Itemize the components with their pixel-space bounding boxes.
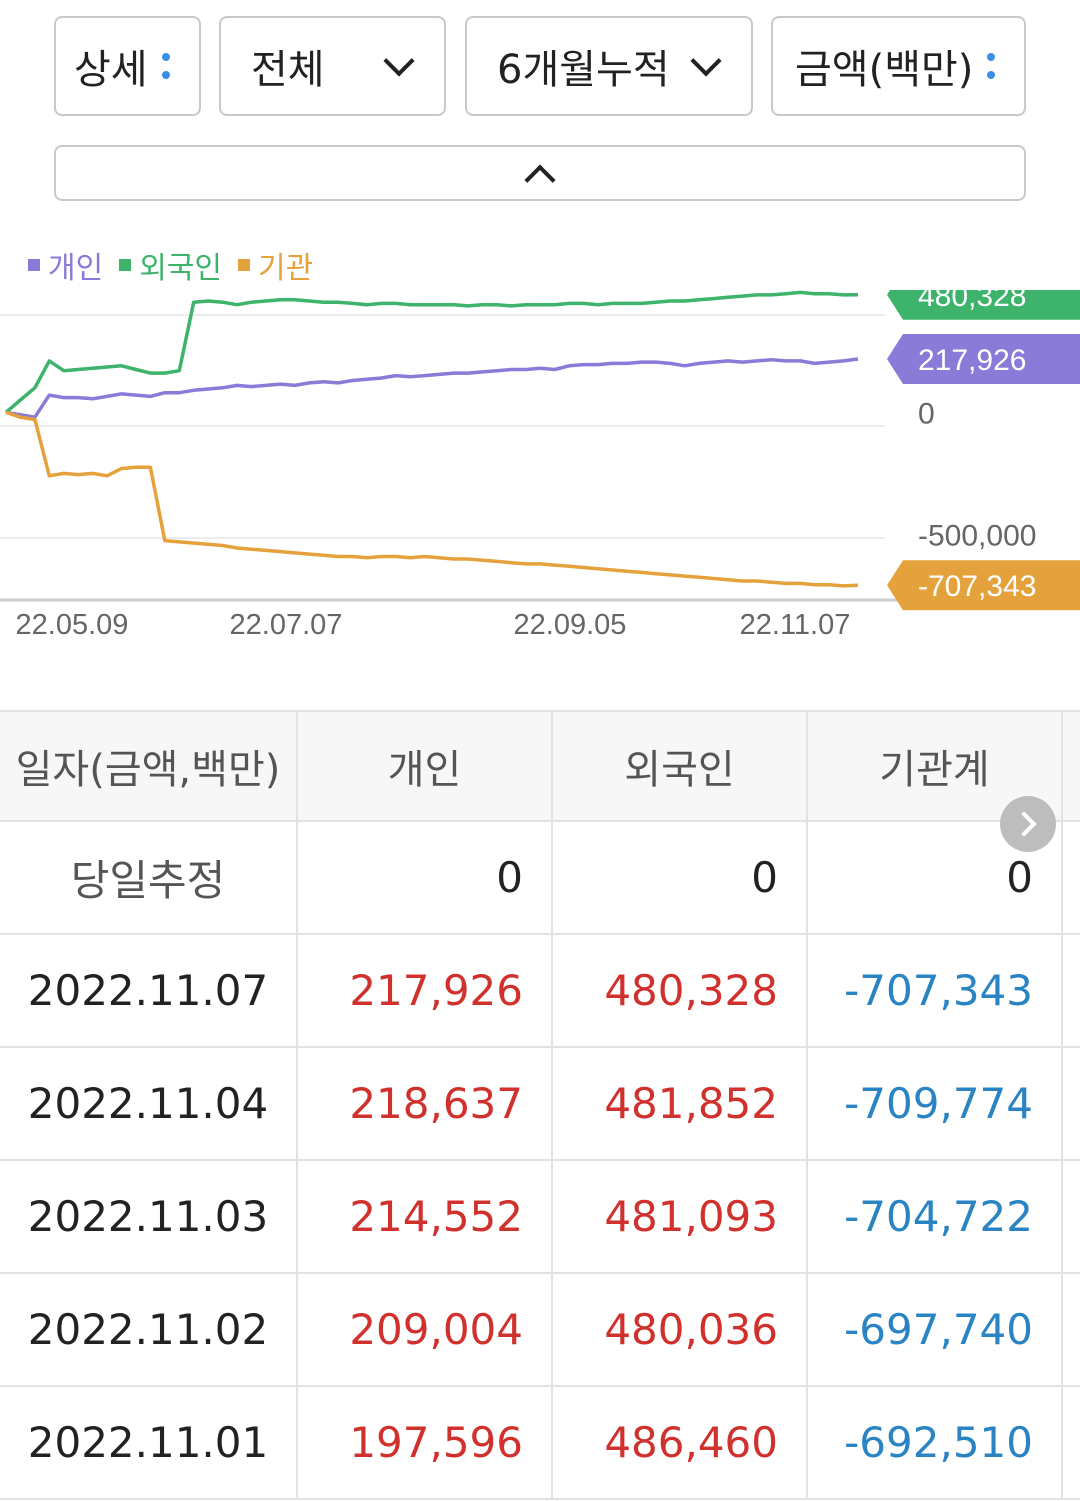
investor-trend-chart[interactable]: 0 -500,000 217,926 480,328 -707,343 22.05.0…	[0, 290, 1080, 650]
legend-swatch	[238, 259, 251, 271]
y-tick-label: 0	[918, 397, 935, 430]
row-date: 2022.11.04	[0, 1048, 298, 1159]
table-row: 2022.11.07 217,926 480,328 -707,343	[0, 935, 1080, 1048]
detail-menu-label: 상세	[74, 47, 148, 93]
filter-bar: 상세 전체 6개월누적 금액(백만)	[0, 0, 1080, 120]
estimate-institution: 0	[808, 822, 1063, 933]
row-institution: -697,740	[808, 1274, 1063, 1385]
scroll-right-button[interactable]	[1000, 796, 1056, 852]
row-foreign: 480,328	[553, 935, 808, 1046]
row-institution: -704,722	[808, 1161, 1063, 1272]
collapse-toggle-button[interactable]	[54, 145, 1026, 201]
legend-label: 기관	[258, 251, 314, 286]
row-individual: 218,637	[298, 1048, 553, 1159]
series-line-0	[5, 357, 859, 419]
row-overflow	[1063, 822, 1080, 933]
x-tick-label: 22.09.05	[514, 609, 627, 641]
table-row: 2022.11.04 218,637 481,852 -709,774	[0, 1048, 1080, 1161]
column-header-overflow	[1063, 712, 1080, 820]
row-institution: -707,343	[808, 935, 1063, 1046]
column-header-individual: 개인	[298, 712, 553, 820]
y-axis-labels: 0 -500,000	[918, 397, 1036, 552]
chevron-down-icon	[383, 45, 415, 77]
legend-item-foreign[interactable]: 외국인	[119, 243, 222, 287]
series-line-2	[5, 410, 859, 588]
table-row: 2022.11.03 214,552 481,093 -704,722	[0, 1161, 1080, 1274]
row-foreign: 481,093	[553, 1161, 808, 1272]
column-header-institution: 기관계	[808, 712, 1063, 820]
row-individual: 217,926	[298, 935, 553, 1046]
end-value-badges: 217,926 480,328 -707,343	[887, 290, 1080, 611]
end-badge-label: -707,343	[918, 570, 1036, 603]
end-badge-label: 217,926	[918, 344, 1026, 377]
scope-select[interactable]: 전체	[219, 16, 446, 116]
chevron-right-icon	[1011, 811, 1037, 837]
chart-legend: 개인 외국인 기관	[28, 240, 329, 290]
legend-item-institution[interactable]: 기관	[238, 243, 313, 287]
row-individual: 197,596	[298, 1387, 553, 1498]
x-tick-label: 22.07.07	[230, 609, 343, 641]
legend-label: 외국인	[139, 251, 223, 286]
row-overflow	[1063, 935, 1080, 1046]
unit-menu-label: 금액(백만)	[795, 47, 974, 93]
end-badge-shape	[887, 333, 1080, 384]
detail-menu-button[interactable]: 상세	[54, 16, 201, 116]
end-badge-1: 480,328	[887, 290, 1080, 320]
legend-item-individual[interactable]: 개인	[28, 243, 103, 287]
x-tick-label: 22.11.07	[740, 609, 851, 641]
estimate-label: 당일추정	[0, 822, 298, 933]
investor-table: 일자(금액,백만) 개인 외국인 기관계 당일추정 0 0 0 2022.11.…	[0, 710, 1080, 1500]
column-header-date: 일자(금액,백만)	[0, 712, 298, 820]
table-row-estimate: 당일추정 0 0 0	[0, 822, 1080, 935]
estimate-individual: 0	[298, 822, 553, 933]
chevron-up-icon	[524, 164, 556, 196]
y-tick-label: -500,000	[918, 520, 1036, 553]
estimate-foreign: 0	[553, 822, 808, 933]
chevron-down-icon	[690, 45, 722, 77]
kebab-icon	[161, 53, 170, 79]
kebab-icon	[987, 53, 996, 79]
row-individual: 214,552	[298, 1161, 553, 1272]
period-select[interactable]: 6개월누적	[465, 16, 753, 116]
chart-lines	[4, 290, 859, 588]
x-axis-labels: 22.05.09 22.07.07 22.09.05 22.11.07	[16, 609, 851, 641]
legend-swatch	[28, 259, 40, 271]
table-header: 일자(금액,백만) 개인 외국인 기관계	[0, 710, 1080, 822]
unit-menu-button[interactable]: 금액(백만)	[771, 16, 1026, 116]
row-overflow	[1063, 1048, 1080, 1159]
end-badge-shape	[887, 560, 1080, 611]
end-badge-shape	[887, 290, 1080, 320]
row-individual: 209,004	[298, 1274, 553, 1385]
legend-swatch	[119, 259, 132, 271]
row-foreign: 480,036	[553, 1274, 808, 1385]
row-date: 2022.11.03	[0, 1161, 298, 1272]
row-institution: -692,510	[808, 1387, 1063, 1498]
x-tick-label: 22.05.09	[16, 609, 129, 641]
legend-label: 개인	[48, 251, 104, 286]
end-badge-label: 480,328	[918, 290, 1026, 313]
row-foreign: 481,852	[553, 1048, 808, 1159]
row-overflow	[1063, 1274, 1080, 1385]
column-header-foreign: 외국인	[553, 712, 808, 820]
period-select-label: 6개월누적	[497, 47, 670, 93]
table-row: 2022.11.02 209,004 480,036 -697,740	[0, 1274, 1080, 1387]
row-foreign: 486,460	[553, 1387, 808, 1498]
table-row: 2022.11.01 197,596 486,460 -692,510	[0, 1387, 1080, 1500]
row-date: 2022.11.02	[0, 1274, 298, 1385]
row-date: 2022.11.07	[0, 935, 298, 1046]
row-date: 2022.11.01	[0, 1387, 298, 1498]
end-badge-2: -707,343	[887, 560, 1080, 611]
row-overflow	[1063, 1161, 1080, 1272]
row-overflow	[1063, 1387, 1080, 1498]
series-line-1	[4, 290, 859, 414]
end-badge-0: 217,926	[887, 333, 1080, 384]
scope-select-label: 전체	[251, 47, 325, 93]
row-institution: -709,774	[808, 1048, 1063, 1159]
